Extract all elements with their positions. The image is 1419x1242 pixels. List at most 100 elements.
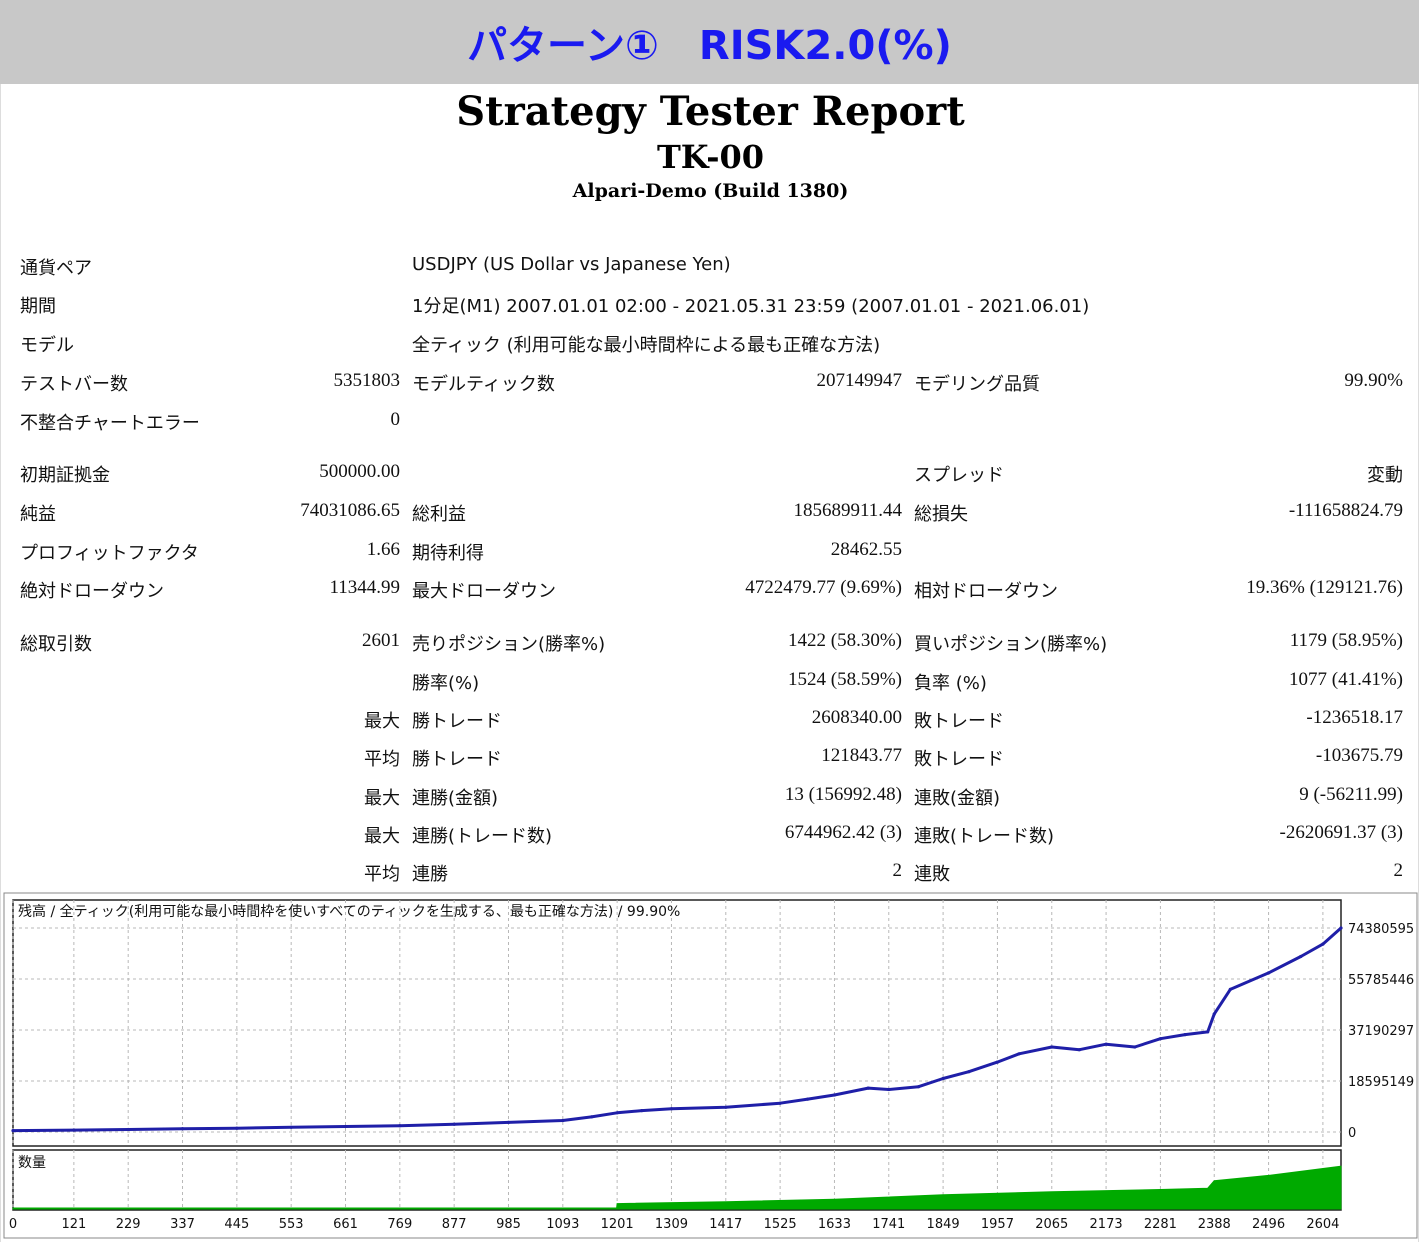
pattern-banner: パターン① RISK2.0(%): [0, 0, 1419, 84]
x-tick-label: 2388: [1198, 1217, 1231, 1232]
row-period: 期間 1分足(M1) 2007.01.01 02:00 - 2021.05.31…: [1, 292, 1419, 320]
balance-point: [1077, 1048, 1081, 1052]
period-label: 期間: [20, 296, 56, 317]
avg-cons-wins-label: 連勝: [412, 864, 448, 885]
gross-loss-label: 総損失: [914, 504, 968, 525]
balance-point: [724, 1105, 728, 1109]
gross-profit-value: 185689911.44: [793, 500, 902, 521]
x-tick-label: 1633: [818, 1217, 851, 1232]
row-errors: 不整合チャートエラー 0: [1, 409, 1419, 437]
payoff-value: 28462.55: [830, 539, 902, 560]
x-tick-label: 0: [9, 1217, 17, 1232]
short-label: 売りポジション(勝率%): [412, 634, 606, 655]
max-cons-label: 最大: [364, 788, 400, 809]
ticks-value: 207149947: [816, 370, 903, 391]
abs-dd-label: 絶対ドローダウン: [20, 581, 164, 602]
balance-chart: 74380595 55785446 37190297 18595149 0 0 121 22…: [1, 890, 1419, 1240]
balance-point: [1104, 1042, 1108, 1046]
y-tick-label: 37190297: [1348, 1024, 1414, 1039]
x-tick-label: 2496: [1252, 1217, 1285, 1232]
balance-point: [180, 1127, 185, 1131]
period-value: 1分足(M1) 2007.01.01 02:00 - 2021.05.31 23…: [412, 296, 1090, 317]
deposit-value: 500000.00: [319, 461, 400, 482]
rel-dd-value: 19.36% (129121.76): [1246, 577, 1403, 598]
balance-point: [806, 1097, 810, 1101]
row-trades: 総取引数 2601 売りポジション(勝率%) 1422 (58.30%) 買いポ…: [1, 630, 1419, 658]
balance-point: [1299, 954, 1303, 959]
volume-series: [12, 1165, 1342, 1210]
row-average: 平均 勝トレード 121843.77 敗トレード -103675.79: [1, 745, 1419, 773]
quality-value: 99.90%: [1344, 370, 1403, 391]
win-rate-label: 勝率(%): [412, 673, 480, 694]
balance-point: [916, 1085, 921, 1089]
balance-plot-area: [12, 899, 1342, 1147]
loss-rate-label: 負率 (%): [914, 673, 987, 694]
x-tick-label: 2173: [1090, 1217, 1123, 1232]
long-value: 1179 (58.95%): [1289, 630, 1403, 651]
net-label: 純益: [20, 504, 56, 525]
balance-point: [1158, 1037, 1162, 1041]
largest-label: 最大: [364, 711, 400, 732]
avg-cons-wins-value: 2: [892, 860, 903, 881]
cons-loss-label: 連敗(トレード数): [914, 826, 1055, 847]
x-tick-label: 2281: [1144, 1217, 1177, 1232]
largest-loss-label: 敗トレード: [914, 711, 1004, 732]
x-tick-label: 2065: [1035, 1217, 1068, 1232]
row-net: 純益 74031086.65 総利益 185689911.44 総損失 -111…: [1, 500, 1419, 528]
cons-wins-value: 13 (156992.48): [784, 784, 902, 805]
largest-loss-value: -1236518.17: [1306, 707, 1403, 728]
balance-point: [126, 1127, 130, 1132]
row-deposit: 初期証拠金 500000.00 スプレッド 変動: [1, 461, 1419, 489]
balance-point: [640, 1109, 644, 1113]
long-label: 買いポジション(勝率%): [914, 634, 1108, 655]
balance-point: [506, 1120, 511, 1124]
max-dd-label: 最大ドローダウン: [412, 581, 556, 602]
balance-point: [235, 1126, 239, 1130]
balance-point: [289, 1125, 293, 1129]
x-tick-label: 1741: [872, 1217, 905, 1232]
x-tick-label: 877: [442, 1217, 467, 1232]
loss-rate-value: 1077 (41.41%): [1289, 669, 1403, 690]
row-average-consecutive: 平均 連勝 2 連敗 2: [1, 860, 1419, 888]
deposit-label: 初期証拠金: [20, 465, 110, 486]
x-tick-label: 553: [279, 1217, 304, 1232]
x-tick-label: 661: [333, 1217, 358, 1232]
trades-value: 2601: [362, 630, 400, 651]
y-axis-ticks: 74380595 55785446 37190297 18595149 0: [1348, 922, 1414, 1141]
balance-series: [11, 926, 1343, 1133]
avg-loss-label: 敗トレード: [914, 749, 1004, 770]
balance-point: [11, 1129, 15, 1133]
broker-name: Alpari-Demo (Build 1380): [572, 180, 849, 202]
bars-value: 5351803: [333, 370, 401, 391]
balance-point: [941, 1076, 945, 1081]
balance-point: [866, 1086, 870, 1090]
cons-profit-value: 6744962.42 (3): [784, 822, 902, 843]
balance-point: [589, 1115, 594, 1119]
max-cons-trades-label: 最大: [364, 826, 400, 847]
x-tick-label: 445: [224, 1217, 249, 1232]
spread-value: 変動: [1367, 465, 1403, 486]
max-dd-value: 4722479.77 (9.69%): [745, 577, 902, 598]
y-tick-label: 55785446: [1348, 973, 1414, 988]
grid-lines: [12, 900, 1341, 1210]
report-title: Strategy Tester Report: [456, 88, 965, 135]
balance-point: [615, 1111, 619, 1115]
avg-win-label: 勝トレード: [412, 749, 502, 770]
avg-cons-label: 平均: [364, 864, 400, 885]
row-symbol: 通貨ペア USDJPY (US Dollar vs Japanese Yen): [1, 254, 1419, 282]
balance-point: [561, 1118, 565, 1123]
balance-point: [1133, 1045, 1137, 1049]
abs-dd-value: 11344.99: [329, 577, 400, 598]
pf-label: プロフィットファクタ: [20, 543, 199, 564]
cons-losses-value: 9 (-56211.99): [1299, 784, 1403, 805]
ticks-label: モデルティック数: [412, 374, 555, 395]
spread-label: スプレッド: [914, 465, 1004, 486]
row-model: モデル 全ティック (利用可能な最小時間枠による最も正確な方法): [1, 331, 1419, 359]
row-bars: テストバー数 5351803 モデルティック数 207149947 モデリング品…: [1, 370, 1419, 398]
ea-name: TK-00: [656, 138, 765, 176]
balance-point: [832, 1093, 837, 1097]
net-value: 74031086.65: [300, 500, 400, 521]
balance-point: [1206, 1030, 1210, 1034]
x-tick-label: 121: [61, 1217, 86, 1232]
x-tick-label: 1525: [764, 1217, 797, 1232]
